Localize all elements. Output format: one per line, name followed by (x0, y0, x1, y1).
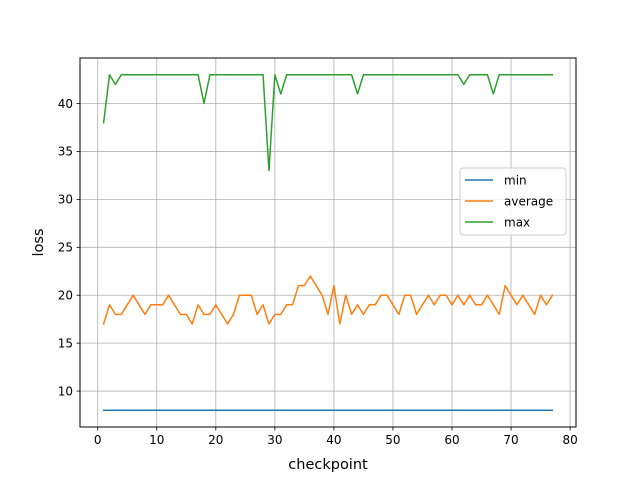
y-tick-label: 35 (58, 145, 73, 159)
x-tick-label: 20 (208, 433, 223, 447)
series-lines (102, 74, 554, 411)
y-tick-label: 30 (58, 193, 73, 207)
x-tick-label: 80 (562, 433, 577, 447)
plot-background (80, 58, 576, 427)
y-tick-label: 40 (58, 97, 73, 111)
plot-area (80, 58, 576, 427)
axes-spines (79, 57, 577, 428)
legend-label-max: max (504, 215, 530, 229)
axes-frame (79, 57, 577, 428)
y-tick-label: 10 (58, 384, 73, 398)
x-tick-label: 10 (149, 433, 164, 447)
y-tick-label: 15 (58, 336, 73, 350)
x-tick-label: 40 (326, 433, 341, 447)
x-tick-label: 60 (444, 433, 459, 447)
y-axis-label: loss (31, 228, 47, 256)
legend-label-min: min (504, 173, 527, 187)
x-tick-label: 70 (503, 433, 518, 447)
legend: min average max (459, 167, 567, 236)
ticks: 0 10 20 30 40 50 60 70 80 10 15 20 25 30 35 40 (58, 97, 578, 447)
y-tick-label: 20 (58, 289, 73, 303)
legend-frame (459, 167, 567, 236)
x-axis-label: checkpoint (288, 457, 368, 473)
x-tick-label: 30 (267, 433, 282, 447)
grid (80, 58, 576, 427)
x-tick-label: 50 (385, 433, 400, 447)
y-tick-label: 25 (58, 241, 73, 255)
x-tick-label: 0 (94, 433, 102, 447)
series-line-max (102, 74, 554, 172)
series-line-average (102, 275, 554, 325)
legend-label-average: average (504, 194, 553, 208)
